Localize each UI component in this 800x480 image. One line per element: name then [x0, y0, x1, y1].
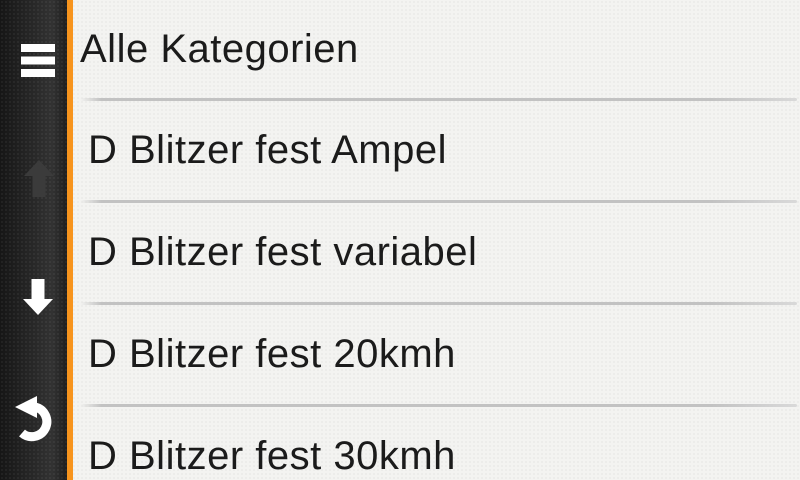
- scroll-up-button[interactable]: [20, 156, 58, 201]
- accent-stripe: [67, 0, 73, 480]
- arrow-down-icon: [23, 279, 53, 315]
- scroll-down-button[interactable]: [19, 275, 57, 319]
- page-title: Alle Kategorien: [80, 26, 359, 71]
- list-item-blitzer-fest-20kmh[interactable]: D Blitzer fest 20kmh: [88, 332, 456, 376]
- back-button[interactable]: [12, 393, 64, 445]
- back-undo-arrow-icon: [14, 395, 62, 443]
- divider: [80, 200, 797, 203]
- category-list: Alle Kategorien D Blitzer fest Ampel D B…: [73, 0, 800, 480]
- divider: [80, 98, 797, 101]
- hamburger-menu-icon: [21, 44, 55, 77]
- arrow-up-icon: [24, 160, 54, 197]
- toolbar: [0, 0, 67, 480]
- divider: [80, 302, 797, 305]
- list-item-blitzer-fest-ampel[interactable]: D Blitzer fest Ampel: [88, 128, 448, 172]
- menu-button[interactable]: [17, 40, 59, 81]
- divider: [80, 404, 797, 407]
- list-item-blitzer-fest-30kmh[interactable]: D Blitzer fest 30kmh: [88, 434, 456, 478]
- list-item-blitzer-fest-variabel[interactable]: D Blitzer fest variabel: [88, 230, 478, 274]
